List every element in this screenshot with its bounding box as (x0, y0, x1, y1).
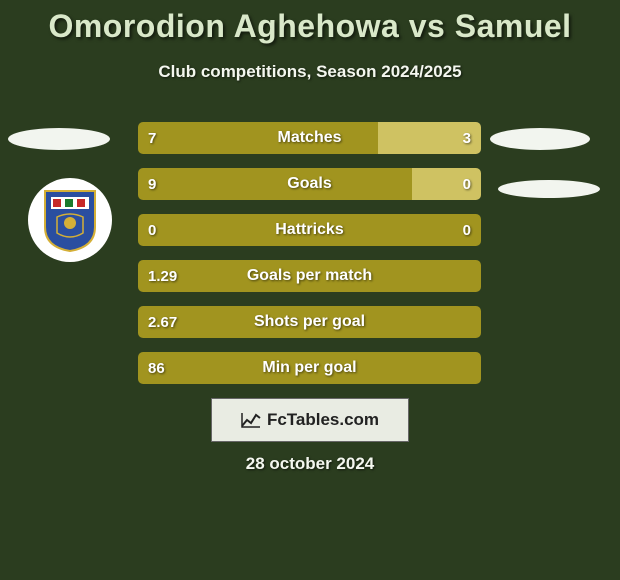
club-crest (28, 178, 112, 262)
player2-badge-ellipse-2 (498, 180, 600, 198)
stat-value-player1: 86 (148, 352, 165, 384)
bar-segment-player1 (138, 306, 481, 338)
bar-segment-player1 (138, 260, 481, 292)
stat-value-player1: 0 (148, 214, 156, 246)
watermark: FcTables.com (211, 398, 409, 442)
player1-badge-ellipse (8, 128, 110, 150)
crest-icon (41, 187, 99, 253)
stat-row: Goals90 (138, 168, 481, 200)
bar-segment-player1 (138, 352, 481, 384)
stat-value-player2: 3 (463, 122, 471, 154)
stat-value-player1: 2.67 (148, 306, 177, 338)
stat-row: Goals per match1.29 (138, 260, 481, 292)
page-subtitle: Club competitions, Season 2024/2025 (0, 62, 620, 82)
stat-value-player1: 1.29 (148, 260, 177, 292)
date-text: 28 october 2024 (0, 454, 620, 474)
stat-value-player2: 0 (463, 214, 471, 246)
stat-row: Hattricks00 (138, 214, 481, 246)
bar-segment-player1 (138, 122, 378, 154)
watermark-text: FcTables.com (267, 410, 379, 430)
stat-value-player1: 9 (148, 168, 156, 200)
stat-row: Matches73 (138, 122, 481, 154)
bar-segment-player1 (138, 168, 412, 200)
chart-line-icon (241, 412, 261, 428)
player2-badge-ellipse-1 (490, 128, 590, 150)
comparison-infographic: Omorodion Aghehowa vs Samuel Club compet… (0, 0, 620, 580)
stat-value-player2: 0 (463, 168, 471, 200)
page-title: Omorodion Aghehowa vs Samuel (0, 8, 620, 45)
stat-value-player1: 7 (148, 122, 156, 154)
stat-row: Min per goal86 (138, 352, 481, 384)
stat-row: Shots per goal2.67 (138, 306, 481, 338)
bar-segment-player1 (138, 214, 481, 246)
comparison-bars: Matches73Goals90Hattricks00Goals per mat… (138, 122, 481, 398)
